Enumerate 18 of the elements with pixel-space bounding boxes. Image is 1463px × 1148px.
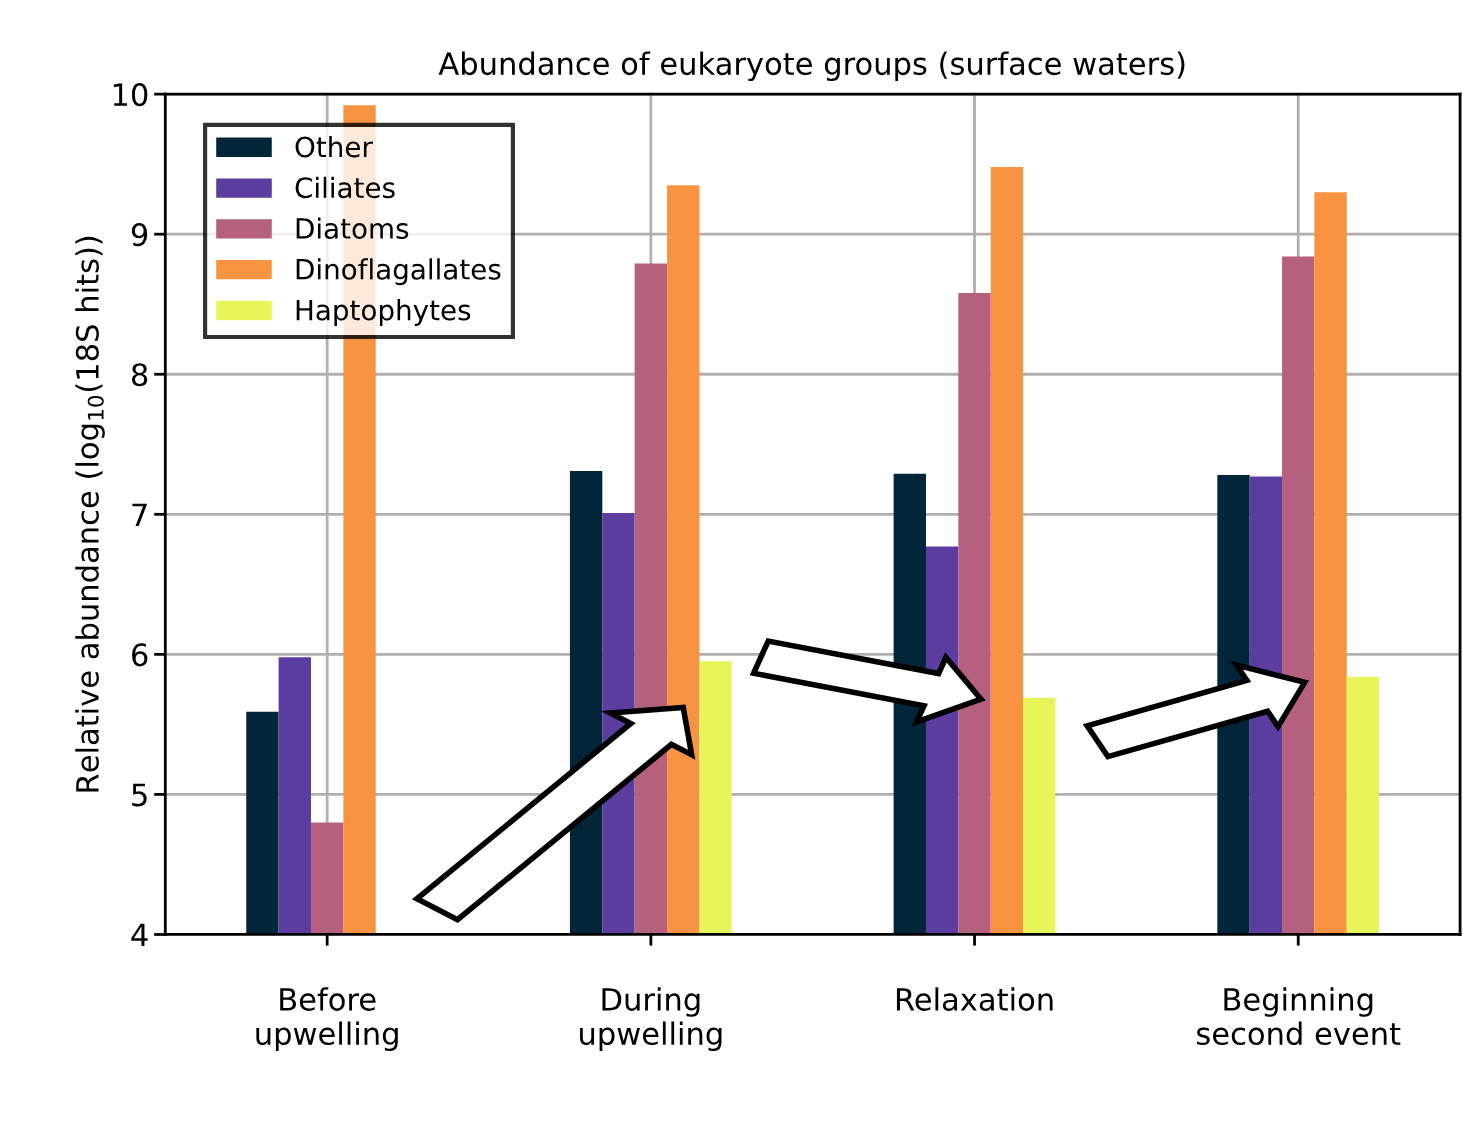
y-axis-title: Relative abundance (log$_{10}$(18S hits)) <box>75 236 105 792</box>
x-tick-label: During upwelling <box>580 987 722 1052</box>
chart-title: Abundance of eukaryote groups (surface waters) <box>438 51 1185 82</box>
x-tick-label: Relaxation <box>896 987 1053 1011</box>
legend-label: Diatoms <box>296 217 409 239</box>
y-tick-label: 8 <box>131 363 148 387</box>
x-tick-label: Beginning second event <box>1197 987 1401 1046</box>
y-tick-label: 5 <box>132 783 147 807</box>
legend-label: Dinoflagallates <box>296 258 501 286</box>
y-tick-label: 10 <box>113 83 148 107</box>
y-tick-label: 4 <box>131 923 148 947</box>
y-tick-label: 9 <box>131 223 148 247</box>
legend-label: Ciliates <box>295 176 395 199</box>
y-tick-label: 6 <box>132 643 148 667</box>
x-tick-label: Before upwelling <box>256 987 398 1052</box>
y-tick-label: 7 <box>132 503 147 526</box>
legend-label: Haptophytes <box>296 299 471 326</box>
legend-label: Other <box>295 135 373 158</box>
